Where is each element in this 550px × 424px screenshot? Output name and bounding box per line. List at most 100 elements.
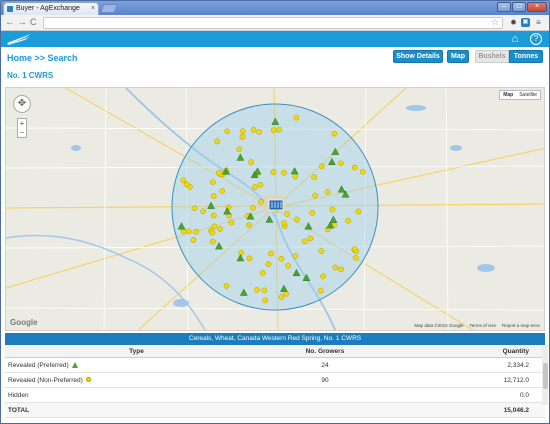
new-tab-button[interactable] <box>100 4 118 13</box>
non-preferred-grower-marker[interactable] <box>210 212 217 219</box>
non-preferred-grower-marker[interactable] <box>246 222 252 228</box>
preferred-grower-marker[interactable] <box>327 157 336 166</box>
preferred-grower-marker[interactable] <box>326 221 335 229</box>
non-preferred-grower-marker[interactable] <box>190 237 197 243</box>
non-preferred-grower-marker[interactable] <box>262 297 269 304</box>
non-preferred-grower-marker[interactable] <box>250 204 256 211</box>
map-canvas[interactable] <box>6 88 545 331</box>
show-details-button[interactable]: Show Details <box>393 50 443 63</box>
non-preferred-grower-marker[interactable] <box>210 193 217 199</box>
non-preferred-grower-marker[interactable] <box>278 294 285 300</box>
non-preferred-grower-marker[interactable] <box>265 261 272 268</box>
agexchange-logo-icon[interactable] <box>6 33 32 45</box>
non-preferred-grower-marker[interactable] <box>200 208 207 215</box>
non-preferred-grower-marker[interactable] <box>252 184 258 191</box>
tonnes-toggle[interactable]: Tonnes <box>509 50 543 63</box>
maximize-button[interactable]: □ <box>512 2 526 12</box>
non-preferred-grower-marker[interactable] <box>283 290 289 297</box>
preferred-grower-marker[interactable] <box>341 190 350 198</box>
non-preferred-grower-marker[interactable] <box>270 169 277 176</box>
map-view[interactable]: Map Satellite ✥ + − Google Map data ©201… <box>5 87 545 331</box>
non-preferred-grower-marker[interactable] <box>293 114 300 121</box>
preferred-grower-marker[interactable] <box>337 185 346 193</box>
non-preferred-grower-marker[interactable] <box>284 210 290 217</box>
non-preferred-grower-marker[interactable] <box>239 128 246 135</box>
map-button[interactable]: Map <box>447 50 469 63</box>
non-preferred-grower-marker[interactable] <box>214 138 221 145</box>
non-preferred-grower-marker[interactable] <box>216 169 222 176</box>
non-preferred-grower-marker[interactable] <box>258 199 264 205</box>
non-preferred-grower-marker[interactable] <box>293 216 300 223</box>
breadcrumb-current[interactable]: Search <box>47 53 78 63</box>
non-preferred-grower-marker[interactable] <box>331 130 338 137</box>
non-preferred-grower-marker[interactable] <box>332 264 339 271</box>
non-preferred-grower-marker[interactable] <box>246 255 253 262</box>
map-type-map[interactable]: Map <box>503 92 514 98</box>
non-preferred-grower-marker[interactable] <box>324 188 331 195</box>
non-preferred-grower-marker[interactable] <box>268 250 274 257</box>
table-row[interactable]: Revealed (Preferred) 24 2,334.2 <box>5 358 545 373</box>
pan-control-icon[interactable]: ✥ <box>13 95 31 113</box>
non-preferred-grower-marker[interactable] <box>337 160 344 167</box>
non-preferred-grower-marker[interactable] <box>180 228 187 235</box>
extension-gear-icon[interactable]: ✹ <box>510 18 517 27</box>
non-preferred-grower-marker[interactable] <box>185 228 192 235</box>
table-row[interactable]: Hidden 0.0 <box>5 388 545 403</box>
table-scrollbar-thumb[interactable] <box>543 363 548 389</box>
non-preferred-grower-marker[interactable] <box>224 128 231 135</box>
report-map-error-link[interactable]: Report a map error <box>501 323 540 328</box>
non-preferred-grower-marker[interactable] <box>223 283 230 289</box>
non-preferred-grower-marker[interactable] <box>256 129 263 135</box>
preferred-grower-marker[interactable] <box>236 253 245 262</box>
non-preferred-grower-marker[interactable] <box>228 219 235 226</box>
non-preferred-grower-marker[interactable] <box>278 255 285 262</box>
non-preferred-grower-marker[interactable] <box>183 181 190 188</box>
back-icon[interactable]: ← <box>5 17 15 28</box>
non-preferred-grower-marker[interactable] <box>219 188 226 194</box>
non-preferred-grower-marker[interactable] <box>318 248 325 254</box>
non-preferred-grower-marker[interactable] <box>281 169 287 176</box>
address-bar[interactable]: ☆ <box>43 17 503 29</box>
zoom-out-button[interactable]: − <box>19 128 25 137</box>
reload-icon[interactable]: C <box>30 17 37 27</box>
preferred-grower-marker[interactable] <box>279 284 288 292</box>
breadcrumb-home-link[interactable]: Home <box>7 53 33 63</box>
bushels-toggle[interactable]: Bushels <box>475 50 509 63</box>
non-preferred-grower-marker[interactable] <box>211 223 218 230</box>
preferred-grower-marker[interactable] <box>271 117 280 125</box>
non-preferred-grower-marker[interactable] <box>259 270 266 276</box>
non-preferred-grower-marker[interactable] <box>276 126 283 133</box>
non-preferred-grower-marker[interactable] <box>317 287 324 294</box>
forward-icon[interactable]: → <box>17 17 27 28</box>
header-type[interactable]: Type <box>129 348 144 355</box>
non-preferred-grower-marker[interactable] <box>309 209 316 216</box>
preferred-grower-marker[interactable] <box>331 147 340 155</box>
preferred-grower-marker[interactable] <box>253 167 262 175</box>
preferred-grower-marker[interactable] <box>223 207 232 215</box>
non-preferred-grower-marker[interactable] <box>209 238 216 245</box>
non-preferred-grower-marker[interactable] <box>351 164 358 171</box>
non-preferred-grower-marker[interactable] <box>359 168 366 175</box>
help-icon[interactable]: ? <box>530 33 542 45</box>
non-preferred-grower-marker[interactable] <box>193 228 200 235</box>
zoom-in-button[interactable]: + <box>19 119 25 128</box>
non-preferred-grower-marker[interactable] <box>209 229 216 236</box>
non-preferred-grower-marker[interactable] <box>329 206 336 213</box>
non-preferred-grower-marker[interactable] <box>285 262 291 269</box>
non-preferred-grower-marker[interactable] <box>320 273 326 280</box>
preferred-grower-marker[interactable] <box>292 268 301 277</box>
preferred-grower-marker[interactable] <box>239 288 248 296</box>
preferred-grower-marker[interactable] <box>265 215 274 223</box>
preferred-grower-marker[interactable] <box>329 215 338 223</box>
home-icon[interactable]: ⌂ <box>511 33 519 45</box>
non-preferred-grower-marker[interactable] <box>250 126 257 133</box>
table-row[interactable]: Revealed (Non-Preferred) 90 12,712.0 <box>5 373 545 388</box>
minimize-button[interactable]: – <box>497 2 511 12</box>
non-preferred-grower-marker[interactable] <box>270 127 277 134</box>
map-type-satellite[interactable]: Satellite <box>519 92 537 98</box>
elevator-marker-icon[interactable] <box>268 199 284 211</box>
close-window-button[interactable]: × <box>527 2 547 12</box>
non-preferred-grower-marker[interactable] <box>338 266 345 273</box>
non-preferred-grower-marker[interactable] <box>307 235 314 242</box>
bookmark-star-icon[interactable]: ☆ <box>490 17 499 27</box>
